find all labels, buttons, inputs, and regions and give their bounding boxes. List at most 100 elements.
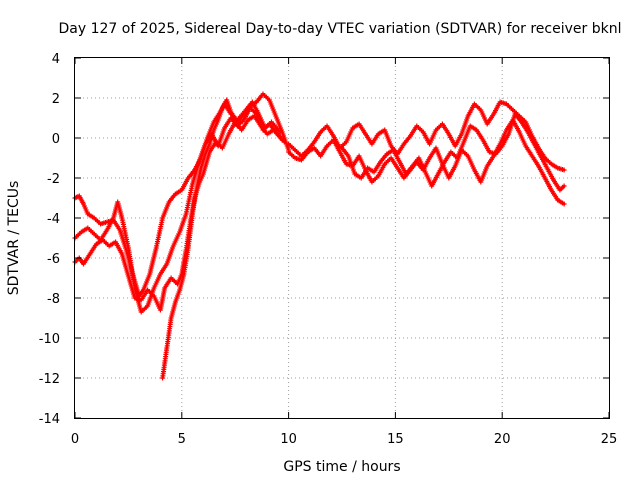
series-marker: [100, 237, 111, 247]
series-marker: [162, 277, 173, 291]
series-marker: [365, 165, 375, 174]
series-marker: [493, 145, 504, 157]
series-marker: [557, 184, 566, 193]
series-marker: [433, 145, 445, 165]
series-marker: [518, 119, 530, 133]
series-marker: [407, 125, 419, 139]
series-marker: [516, 129, 528, 147]
series-marker: [433, 123, 444, 133]
series-marker: [172, 188, 183, 197]
x-tick-label: 5: [178, 432, 186, 447]
series-marker: [504, 101, 514, 111]
series-marker: [183, 183, 195, 217]
series-marker: [561, 167, 567, 173]
series-marker: [531, 141, 543, 157]
series-marker: [179, 177, 190, 193]
series-marker: [516, 113, 527, 123]
series-marker: [429, 173, 440, 189]
series-marker: [85, 211, 96, 220]
series-marker: [224, 97, 233, 113]
series-marker: [286, 149, 296, 159]
series-marker: [382, 157, 392, 167]
y-tick-label: 0: [52, 132, 60, 147]
series-marker: [377, 153, 389, 165]
series-layer: [72, 91, 567, 381]
series-marker: [239, 119, 250, 133]
series-marker: [369, 175, 380, 185]
series-marker: [375, 128, 386, 137]
series-marker: [160, 201, 171, 221]
series-marker: [350, 122, 360, 131]
series-marker: [81, 201, 90, 215]
series-marker: [258, 123, 269, 135]
series-marker: [358, 167, 370, 181]
series-marker: [474, 127, 485, 141]
series-arc-3: [72, 113, 285, 313]
series-marker: [138, 289, 150, 303]
series-marker: [561, 183, 567, 189]
series-marker: [555, 197, 565, 206]
series-marker: [352, 171, 363, 180]
series-marker: [465, 153, 476, 171]
series-marker: [219, 133, 231, 151]
series-marker: [157, 263, 169, 277]
series-marker: [91, 215, 102, 225]
series-marker: [536, 163, 547, 179]
series-marker: [153, 217, 165, 251]
plot-frame: [74, 57, 610, 419]
series-marker: [446, 165, 457, 181]
series-arc-4: [160, 91, 292, 381]
series-marker: [525, 129, 536, 145]
series-marker: [211, 119, 220, 133]
series-marker: [324, 123, 335, 137]
series-marker: [157, 287, 167, 313]
x-tick-label: 15: [387, 432, 404, 447]
chart-title: Day 127 of 2025, Sidereal Day-to-day VTE…: [59, 21, 622, 37]
series-marker: [117, 227, 129, 251]
x-tick-label: 0: [71, 432, 79, 447]
series-marker: [548, 187, 560, 201]
series-marker: [254, 93, 265, 105]
series-marker: [166, 193, 177, 205]
series-marker: [125, 245, 137, 289]
series-marker: [196, 143, 208, 165]
series-marker: [461, 125, 472, 145]
series-marker: [140, 273, 152, 293]
series-marker: [384, 148, 395, 157]
series-marker: [478, 165, 489, 185]
series-marker: [512, 111, 523, 123]
series-marker: [119, 251, 131, 277]
series-marker: [292, 147, 303, 157]
series-marker: [104, 217, 115, 233]
series-marker: [382, 127, 393, 147]
series-marker: [271, 127, 284, 141]
series-marker: [480, 137, 491, 153]
series-marker: [356, 121, 367, 135]
series-marker: [76, 193, 86, 205]
series-marker: [318, 145, 329, 159]
series-marker: [414, 123, 425, 133]
series-arc-7: [339, 111, 567, 193]
series-marker: [202, 143, 212, 157]
series-marker: [81, 253, 92, 267]
series-marker: [181, 247, 191, 277]
y-tick-label: -4: [47, 212, 60, 227]
series-marker: [87, 243, 98, 257]
series-marker: [390, 147, 402, 163]
series-marker: [542, 155, 553, 165]
series-marker: [343, 127, 355, 145]
series-marker: [452, 133, 464, 149]
series-marker: [523, 143, 534, 157]
series-marker: [91, 231, 102, 241]
series-marker: [371, 161, 382, 175]
series-marker: [170, 231, 182, 249]
series-marker: [544, 165, 555, 181]
y-tick-label: -2: [47, 172, 60, 187]
y-tick-label: -8: [47, 292, 60, 307]
series-marker: [234, 113, 245, 125]
y-tick-label: -12: [39, 372, 60, 387]
series-marker: [491, 101, 502, 117]
series-marker: [264, 128, 275, 137]
series-marker: [467, 123, 478, 132]
series-marker: [435, 161, 447, 177]
